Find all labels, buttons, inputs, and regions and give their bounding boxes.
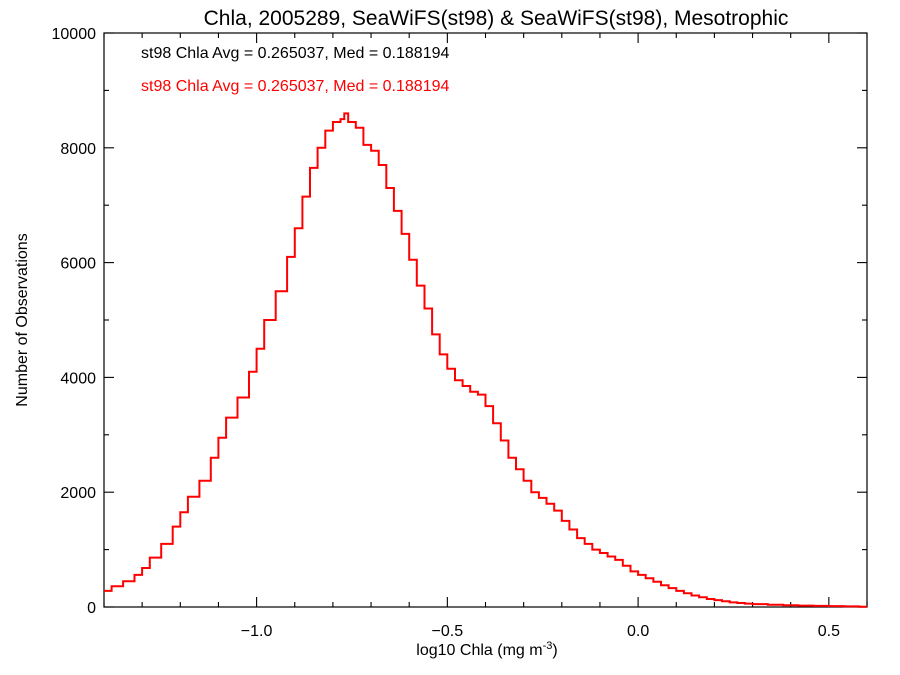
chart-title: Chla, 2005289, SeaWiFS(st98) & SeaWiFS(s… xyxy=(204,7,789,30)
x-tick-label: −1.0 xyxy=(241,623,273,640)
x-tick-label: −0.5 xyxy=(432,623,464,640)
x-axis-label-tail: ) xyxy=(552,642,557,659)
series-group xyxy=(104,112,867,608)
annotation-red: st98 Chla Avg = 0.265037, Med = 0.188194 xyxy=(141,78,449,95)
y-tick-label: 8000 xyxy=(60,141,96,158)
x-axis-label-text: log10 Chla (mg m xyxy=(416,642,542,659)
x-tick-label: 0.0 xyxy=(627,623,649,640)
annotation-black: st98 Chla Avg = 0.265037, Med = 0.188194 xyxy=(141,45,449,62)
y-tick-label: 0 xyxy=(87,600,96,617)
y-tick-label: 10000 xyxy=(52,26,97,43)
y-tick-label: 2000 xyxy=(60,485,96,502)
axis-ticks: −1.0 −0.5 0.0 0.5 0 2000 4000 6000 8000 10000 xyxy=(52,26,868,640)
plot-axes xyxy=(103,32,868,608)
x-axis-label: log10 Chla (mg m-3) xyxy=(416,640,557,659)
x-tick-label: 0.5 xyxy=(818,623,840,640)
plot-frame xyxy=(103,32,868,608)
y-tick-label: 6000 xyxy=(60,256,96,273)
y-axis-label: Number of Observations xyxy=(14,233,31,406)
x-axis-label-superscript: -3 xyxy=(543,640,553,652)
y-tick-label: 4000 xyxy=(60,370,96,387)
histogram-line xyxy=(104,112,867,608)
